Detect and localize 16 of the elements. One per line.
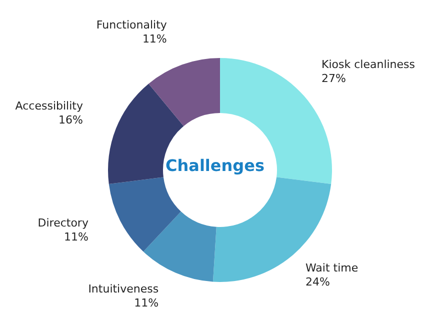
donut-slice	[108, 177, 181, 252]
data-label: 11%	[142, 32, 167, 46]
slice-label: Directory	[38, 216, 89, 230]
text: Challenges	[166, 156, 264, 175]
slice-label: Intuitiveness	[88, 282, 159, 296]
data-label: 16%	[58, 114, 83, 127]
data-label: 11%	[64, 230, 88, 244]
slice-label: Accessibility	[15, 100, 84, 113]
data-label: 27%	[322, 72, 346, 86]
slice-label: Functionality	[96, 18, 168, 32]
slice-label: Kiosk cleanliness	[322, 58, 416, 72]
slice-label: Wait time	[306, 261, 358, 274]
data-label: 11%	[134, 296, 159, 310]
donut-slice	[143, 212, 216, 282]
donut-slice	[148, 58, 220, 126]
data-label: 24%	[306, 275, 330, 288]
